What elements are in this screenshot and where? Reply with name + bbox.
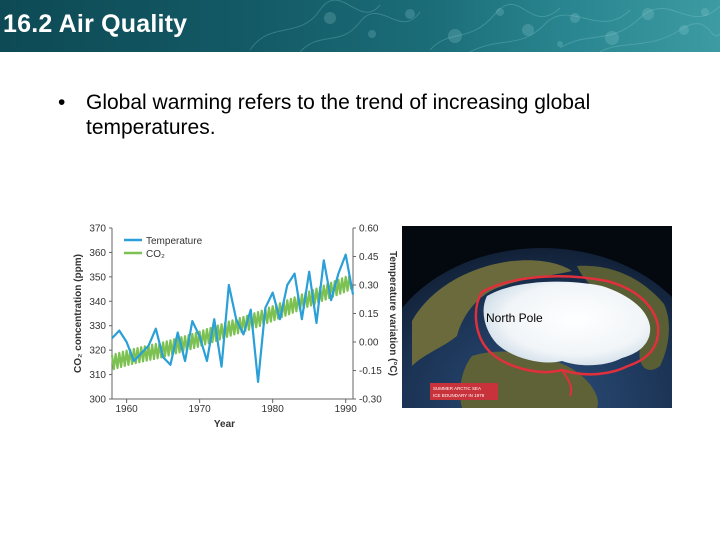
x-axis-label: Year <box>214 419 235 430</box>
co2-temperature-chart: 370 360 350 340 330 320 310 300 0.60 0.45 0.30 0.15… <box>68 218 404 430</box>
x-tick-label: 1980 <box>262 404 285 415</box>
y-left-tick-label: 320 <box>89 346 106 357</box>
y-right-tick-label: -0.30 <box>359 395 382 406</box>
bullet-icon: • <box>58 91 66 114</box>
y-right-tick-label: 0.60 <box>359 224 379 235</box>
arctic-ice-photo: SUMMER ARCTIC SEA ICE BOUNDARY IN 1979 N… <box>402 226 672 408</box>
y-left-tick-label: 360 <box>89 248 106 259</box>
inset-legend-box <box>430 383 498 400</box>
inset-legend-line-1: SUMMER ARCTIC SEA <box>433 386 481 391</box>
legend-label-co2: CO₂ <box>146 249 165 260</box>
x-tick-label: 1970 <box>189 404 212 415</box>
legend-label-temperature: Temperature <box>146 236 203 247</box>
y-right-tick-label: 0.00 <box>359 338 379 349</box>
y-right-tick-label: -0.15 <box>359 366 382 377</box>
coral-texture <box>249 0 720 52</box>
x-tick-label: 1960 <box>115 404 138 415</box>
land-mass <box>412 260 572 366</box>
y-right-tick-label: 0.45 <box>359 252 379 263</box>
co2-series-line <box>110 274 353 371</box>
x-tick-label: 1990 <box>335 404 358 415</box>
y-left-tick-label: 340 <box>89 297 106 308</box>
y-left-tick-label: 330 <box>89 321 106 332</box>
ice-boundary-1979 <box>474 275 660 376</box>
bullet-text: Global warming refers to the trend of in… <box>86 91 591 139</box>
temperature-series-line <box>111 253 355 383</box>
y-left-tick-label: 350 <box>89 272 106 283</box>
ice-boundary-1979 <box>561 369 573 397</box>
header-banner: 16.2 Air Quality <box>0 0 720 52</box>
y-right-tick-label: 0.15 <box>359 309 379 320</box>
y-right-tick-label: 0.30 <box>359 281 379 292</box>
y-left-tick-label: 310 <box>89 370 106 381</box>
y-axis-label-right: Temperature variation (°C) <box>387 251 398 376</box>
inset-legend-line-2: ICE BOUNDARY IN 1979 <box>433 393 485 398</box>
y-left-tick-label: 300 <box>89 395 106 406</box>
y-left-tick-label: 370 <box>89 224 106 235</box>
sea-ice <box>483 281 651 366</box>
north-pole-label: North Pole <box>486 311 543 325</box>
slide-title: 16.2 Air Quality <box>3 10 188 38</box>
y-axis-label-left: CO₂ concentration (ppm) <box>73 254 84 373</box>
arctic-satellite-image: SUMMER ARCTIC SEA ICE BOUNDARY IN 1979 <box>402 226 672 408</box>
